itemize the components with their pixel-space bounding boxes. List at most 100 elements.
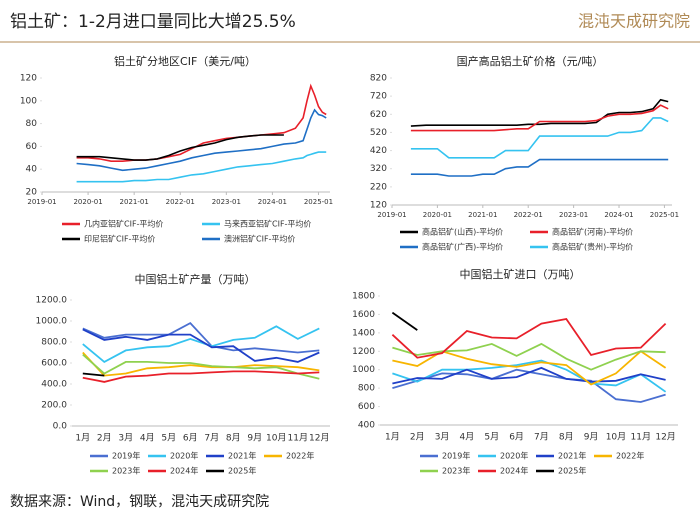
x-tick-label: 3月 [118, 433, 133, 444]
x-tick-label: 10月 [266, 433, 286, 444]
x-tick-label: 2022-01 [166, 198, 195, 206]
y-tick-label: 1200.0 [36, 296, 68, 306]
x-tick-label: 6月 [509, 432, 524, 443]
legend-label: 2024年 [500, 466, 528, 476]
series-line [76, 108, 327, 172]
x-tick-label: 4月 [460, 432, 475, 443]
y-tick-label: 1600 [352, 310, 375, 320]
series-line [391, 311, 418, 331]
x-tick-label: 3月 [435, 432, 450, 443]
series-line [82, 351, 320, 377]
x-tick-label: 2023-01 [559, 211, 588, 219]
y-tick-label: 1000 [352, 365, 375, 375]
series-line [410, 98, 669, 127]
y-tick-label: 200.0 [41, 401, 67, 411]
series-line [82, 325, 320, 363]
series-line [76, 151, 327, 183]
legend-label: 2021年 [228, 451, 256, 461]
y-tick-label: 400 [358, 421, 375, 431]
legend-label: 高品铝矿(河南)-平均价 [552, 227, 633, 237]
x-tick-label: 6月 [183, 433, 198, 444]
y-tick-label: 20 [26, 188, 38, 198]
chart-title: 中国铝土矿进口（万吨） [460, 267, 581, 281]
y-tick-label: 60 [26, 142, 38, 152]
y-tick-label: 1200 [352, 347, 375, 357]
y-tick-label: 320 [370, 164, 387, 174]
x-tick-label: 7月 [534, 432, 549, 443]
legend-label: 2020年 [170, 451, 198, 461]
x-tick-label: 10月 [606, 432, 626, 443]
legend-label: 2023年 [112, 466, 140, 476]
y-tick-label: 420 [370, 146, 387, 156]
x-tick-label: 2021-01 [120, 198, 149, 206]
legend-label: 2019年 [442, 451, 470, 461]
series-line [82, 328, 320, 363]
source-note: 数据来源：Wind，钢联，混沌天成研究院 [10, 494, 269, 510]
y-tick-label: 220 [370, 182, 387, 192]
legend-label: 2022年 [616, 451, 644, 461]
x-tick-label: 2020-01 [73, 198, 102, 206]
legend-label: 澳洲铝矿CIF-平均价 [224, 234, 295, 244]
x-tick-label: 2024-01 [258, 198, 287, 206]
series-line [392, 342, 666, 371]
y-tick-label: 0.0 [53, 422, 68, 432]
y-tick-label: 820 [370, 74, 387, 84]
x-tick-label: 2月 [97, 433, 112, 444]
x-tick-label: 2024-01 [604, 211, 633, 219]
series-line [410, 117, 669, 159]
legend-label: 马来西亚铝矿CIF-平均价 [224, 219, 311, 229]
y-tick-label: 800.0 [41, 338, 67, 348]
legend-label: 2020年 [500, 451, 528, 461]
legend-label: 2019年 [112, 451, 140, 461]
legend-label: 2024年 [170, 466, 198, 476]
series-line [392, 359, 667, 393]
x-tick-label: 5月 [484, 432, 499, 443]
legend-label: 2021年 [558, 451, 586, 461]
x-tick-label: 9月 [247, 433, 262, 444]
y-tick-label: 800 [358, 384, 375, 394]
x-tick-label: 12月 [309, 433, 329, 444]
series-line [410, 158, 669, 177]
chart-title: 国产高品铝土矿价格（元/吨） [457, 54, 604, 68]
x-tick-label: 2月 [410, 432, 425, 443]
series-line [410, 104, 669, 132]
y-tick-label: 100 [20, 96, 37, 106]
x-tick-label: 1月 [75, 433, 90, 444]
series-line [76, 83, 327, 162]
legend-label: 几内亚铝矿CIF-平均价 [84, 219, 163, 229]
series-line [392, 366, 666, 385]
legend-label: 2022年 [286, 451, 314, 461]
y-tick-label: 720 [370, 92, 387, 102]
x-tick-label: 4月 [140, 433, 155, 444]
x-tick-label: 8月 [226, 433, 241, 444]
y-tick-label: 1800 [352, 292, 375, 302]
legend-label: 2025年 [228, 466, 256, 476]
x-tick-label: 2025-01 [304, 198, 333, 206]
y-tick-label: 600.0 [41, 359, 67, 369]
x-tick-label: 2019-01 [27, 198, 56, 206]
x-tick-label: 8月 [559, 432, 574, 443]
x-tick-label: 11月 [631, 432, 651, 443]
legend-label: 高品铝矿(广西)-平均价 [422, 242, 503, 252]
x-tick-label: 2023-01 [212, 198, 241, 206]
chart-title: 中国铝土矿产量（万吨） [135, 272, 256, 286]
series-line [391, 318, 667, 359]
logo: 混沌天成研究院 [578, 12, 690, 31]
series-line [82, 372, 105, 377]
x-tick-label: 7月 [204, 433, 219, 444]
x-tick-label: 2022-01 [514, 211, 543, 219]
legend-label: 高品铝矿(山西)-平均价 [422, 227, 503, 237]
legend-label: 高品铝矿(贵州)-平均价 [552, 242, 633, 252]
y-tick-label: 120 [20, 74, 37, 84]
series-line [76, 134, 284, 161]
y-tick-label: 620 [370, 110, 387, 120]
page-title: 铝土矿：1-2月进口量同比大增25.5% [10, 12, 296, 32]
x-tick-label: 2020-01 [423, 211, 452, 219]
x-tick-label: 12月 [655, 432, 675, 443]
series-line [82, 353, 320, 380]
legend-label: 2023年 [442, 466, 470, 476]
y-tick-label: 1400 [352, 328, 375, 338]
x-tick-label: 2021-01 [468, 211, 497, 219]
y-tick-label: 400.0 [41, 380, 67, 390]
